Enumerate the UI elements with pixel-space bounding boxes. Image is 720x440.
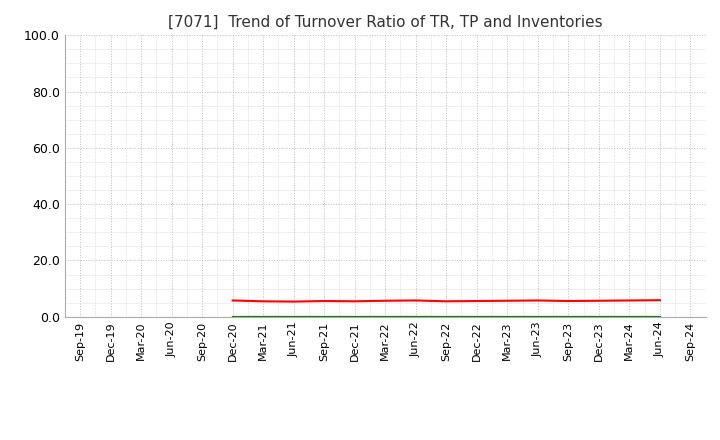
Trade Payables xyxy=(320,314,328,319)
Trade Payables xyxy=(564,314,572,319)
Trade Payables xyxy=(289,314,298,319)
Line: Trade Receivables: Trade Receivables xyxy=(233,300,660,301)
Trade Payables xyxy=(472,314,481,319)
Trade Receivables xyxy=(564,298,572,304)
Trade Receivables xyxy=(655,297,664,303)
Trade Receivables xyxy=(320,298,328,304)
Inventories xyxy=(595,314,603,319)
Trade Payables xyxy=(503,314,512,319)
Trade Payables xyxy=(381,314,390,319)
Inventories xyxy=(351,314,359,319)
Trade Payables xyxy=(411,314,420,319)
Inventories xyxy=(564,314,572,319)
Inventories xyxy=(411,314,420,319)
Inventories xyxy=(258,314,267,319)
Trade Payables xyxy=(228,314,237,319)
Trade Payables xyxy=(351,314,359,319)
Inventories xyxy=(534,314,542,319)
Trade Receivables xyxy=(472,298,481,304)
Trade Payables xyxy=(655,314,664,319)
Inventories xyxy=(625,314,634,319)
Inventories xyxy=(228,314,237,319)
Trade Receivables xyxy=(503,298,512,304)
Trade Receivables xyxy=(625,298,634,303)
Trade Receivables xyxy=(442,299,451,304)
Trade Receivables xyxy=(228,298,237,303)
Inventories xyxy=(472,314,481,319)
Trade Receivables xyxy=(534,298,542,303)
Trade Receivables xyxy=(289,299,298,304)
Inventories xyxy=(289,314,298,319)
Title: [7071]  Trend of Turnover Ratio of TR, TP and Inventories: [7071] Trend of Turnover Ratio of TR, TP… xyxy=(168,15,603,30)
Inventories xyxy=(655,314,664,319)
Inventories xyxy=(320,314,328,319)
Trade Payables xyxy=(595,314,603,319)
Trade Payables xyxy=(625,314,634,319)
Trade Receivables xyxy=(351,299,359,304)
Trade Payables xyxy=(534,314,542,319)
Trade Receivables xyxy=(595,298,603,304)
Trade Receivables xyxy=(258,299,267,304)
Inventories xyxy=(503,314,512,319)
Trade Payables xyxy=(258,314,267,319)
Trade Receivables xyxy=(381,298,390,304)
Trade Payables xyxy=(442,314,451,319)
Trade Receivables xyxy=(411,298,420,303)
Inventories xyxy=(442,314,451,319)
Inventories xyxy=(381,314,390,319)
